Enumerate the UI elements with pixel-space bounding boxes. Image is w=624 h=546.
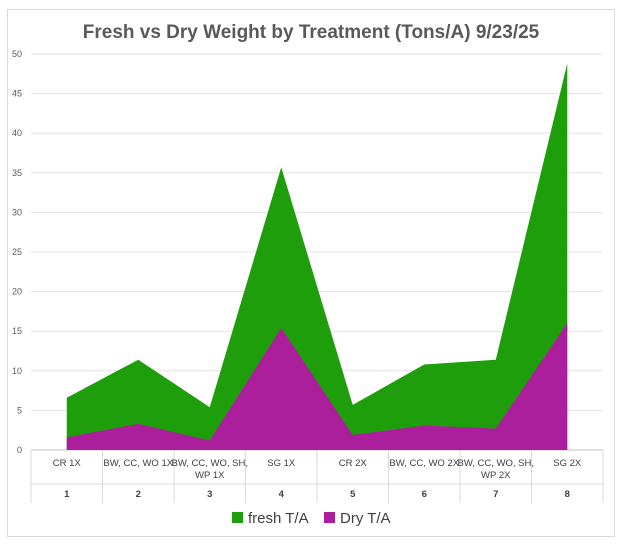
y-tick-label: 0 xyxy=(17,445,22,455)
x-tick-label: WP 2X xyxy=(481,470,511,481)
chart-title: Fresh vs Dry Weight by Treatment (Tons/A… xyxy=(83,22,540,43)
y-tick-label: 20 xyxy=(12,287,22,297)
legend-label: fresh T/A xyxy=(248,510,309,527)
y-tick-label: 35 xyxy=(12,168,22,178)
x-tick-label: WP 1X xyxy=(195,470,225,481)
x-tick-label: BW, CC, WO, SH, xyxy=(171,458,248,469)
x-tick-label: BW, CC, WO 1X xyxy=(103,458,173,469)
x-tick-label: BW, CC, WO 2X xyxy=(389,458,459,469)
x-tick-number: 4 xyxy=(279,489,285,500)
x-tick-label: BW, CC, WO, SH, xyxy=(457,458,534,469)
x-tick-number: 1 xyxy=(64,489,70,500)
legend-swatch xyxy=(324,512,335,523)
x-tick-number: 2 xyxy=(136,489,141,500)
x-tick-number: 5 xyxy=(350,489,356,500)
x-tick-label: SG 1X xyxy=(267,458,296,469)
y-tick-label: 40 xyxy=(12,128,22,138)
y-axis-ticks: 0 5 10 15 20 25 30 35 40 45 50 xyxy=(12,49,22,455)
x-tick-label: CR 1X xyxy=(53,458,82,469)
x-tick-label: SG 2X xyxy=(553,458,582,469)
legend-swatch xyxy=(232,512,243,523)
y-tick-label: 50 xyxy=(12,49,22,59)
y-tick-label: 30 xyxy=(12,207,22,217)
legend-label: Dry T/A xyxy=(340,510,391,527)
y-tick-label: 5 xyxy=(17,405,22,415)
x-tick-number: 3 xyxy=(207,489,212,500)
y-tick-label: 45 xyxy=(12,89,22,99)
x-tick-number: 8 xyxy=(565,489,570,500)
area-series xyxy=(66,63,568,451)
legend: fresh T/A Dry T/A xyxy=(232,510,391,527)
y-tick-label: 15 xyxy=(12,326,22,336)
y-tick-label: 25 xyxy=(12,247,22,257)
x-tick-number: 7 xyxy=(493,489,498,500)
area-series-dry xyxy=(66,323,568,450)
x-tick-label: CR 2X xyxy=(339,458,368,469)
x-tick-number: 6 xyxy=(422,489,427,500)
y-tick-label: 10 xyxy=(12,366,22,376)
